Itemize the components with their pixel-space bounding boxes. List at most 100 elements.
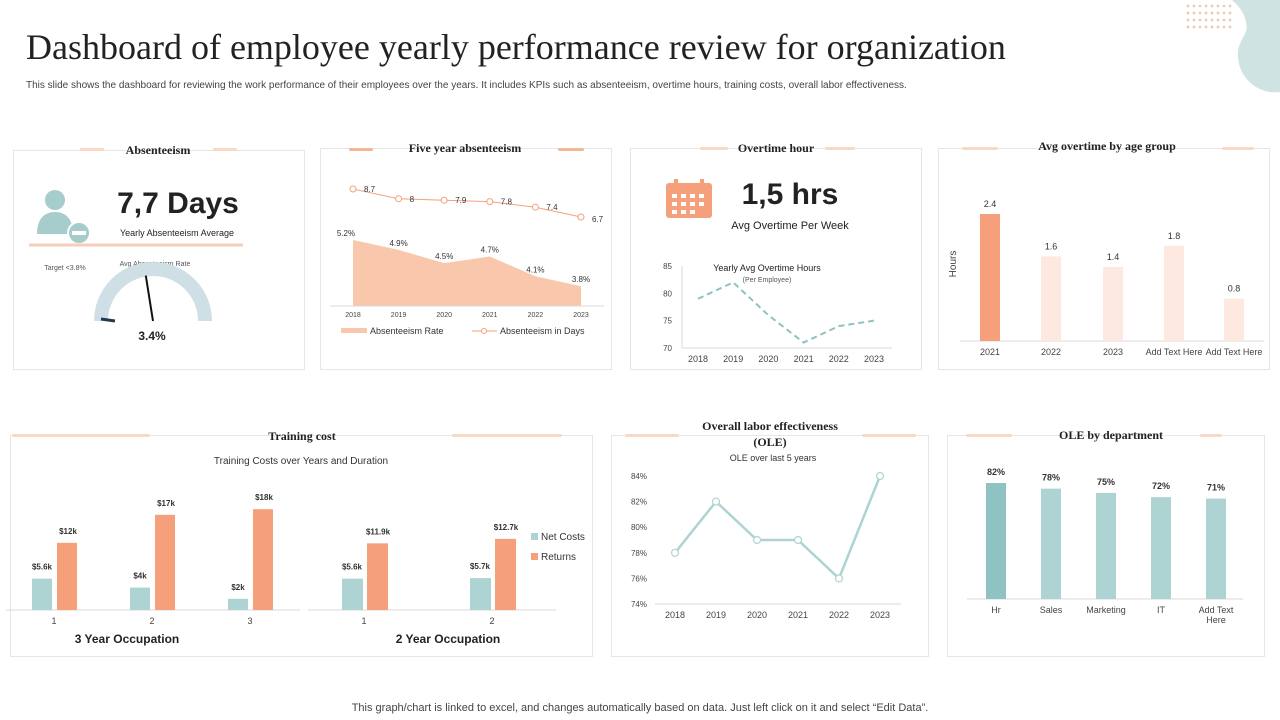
y-tick-label: 80% bbox=[631, 523, 647, 532]
bar-data-label: 82% bbox=[987, 467, 1005, 477]
y-tick-label: 85 bbox=[663, 262, 672, 271]
training-chart: Training Costs over Years and Duration $5… bbox=[6, 456, 585, 646]
ole-title-abbr: (OLE) bbox=[753, 435, 787, 449]
ole-point bbox=[793, 535, 803, 545]
calendar-icon bbox=[666, 179, 712, 218]
title-deco bbox=[80, 148, 104, 151]
x-tick-label: 3 bbox=[247, 616, 252, 626]
x-tick-label: Marketing bbox=[1086, 605, 1126, 615]
bar-data-label: 78% bbox=[1042, 473, 1060, 483]
bar-data-label: 71% bbox=[1207, 483, 1225, 493]
x-tick-label: 2022 bbox=[528, 312, 544, 319]
gauge-needle bbox=[144, 275, 154, 322]
returns-bar bbox=[367, 543, 388, 610]
y-tick-label: 80 bbox=[663, 289, 672, 298]
x-tick-label: 2023 bbox=[573, 312, 589, 319]
bar-data-label: 1.4 bbox=[1107, 252, 1120, 262]
overtime-chart-title: Yearly Avg Overtime Hours bbox=[713, 263, 821, 273]
title-deco bbox=[12, 434, 150, 437]
y-tick-label: 82% bbox=[631, 498, 647, 507]
days-point bbox=[531, 203, 539, 211]
returns-bar bbox=[57, 542, 77, 610]
overtime-widget: 1,5 hrs Avg Overtime Per Week Yearly Avg… bbox=[663, 178, 892, 364]
net-data-label: $5.7k bbox=[470, 562, 491, 571]
x-tick-label: 2019 bbox=[391, 312, 407, 319]
page-subtitle: This slide shows the dashboard for revie… bbox=[26, 80, 907, 91]
title-deco bbox=[1200, 434, 1222, 437]
page-title: Dashboard of employee yearly performance… bbox=[26, 27, 1006, 67]
net-cost-bar bbox=[470, 578, 491, 610]
x-tick-label: 2021 bbox=[794, 354, 814, 364]
x-tick-label: 2019 bbox=[723, 354, 743, 364]
age-group-chart: 2.4 2021 1.6 2022 1.4 2023 1.8 Add Text Here 0.8… bbox=[948, 199, 1264, 357]
days-data-label: 6.7 bbox=[592, 215, 604, 224]
net-cost-bar bbox=[342, 578, 363, 610]
bar-data-label: 75% bbox=[1097, 477, 1115, 487]
age-bar bbox=[1164, 245, 1184, 341]
days-data-label: 8.7 bbox=[364, 185, 376, 194]
y-tick-label: 74% bbox=[631, 600, 647, 609]
legend-rate-label: Absenteeism Rate bbox=[370, 326, 444, 336]
days-point bbox=[440, 196, 448, 204]
absenteeism-rate-area bbox=[353, 240, 581, 306]
absenteeism-card bbox=[13, 150, 305, 370]
x-tick-label: Add Text bbox=[1199, 605, 1234, 615]
five-year-title: Five year absenteeism bbox=[408, 141, 522, 155]
x-tick-label: 2023 bbox=[870, 610, 890, 620]
gauge-arc bbox=[94, 262, 212, 322]
age-bar bbox=[1103, 266, 1123, 341]
overtime-line bbox=[697, 281, 875, 344]
x-tick-label: 2022 bbox=[829, 354, 849, 364]
age-group-title: Avg overtime by age group bbox=[1038, 139, 1176, 153]
absenteeism-title: Absenteeism bbox=[125, 143, 191, 157]
ole-dept-title: OLE by department bbox=[1058, 428, 1163, 442]
x-tick-label: 2023 bbox=[864, 354, 884, 364]
title-deco bbox=[862, 434, 916, 437]
days-line bbox=[352, 188, 582, 218]
returns-bar bbox=[495, 538, 516, 610]
age-bar bbox=[980, 214, 1000, 341]
legend-days-label: Absenteeism in Days bbox=[500, 326, 585, 336]
ole-line bbox=[674, 475, 882, 581]
x-tick-label: 2018 bbox=[688, 354, 708, 364]
absenteeism-caption: Yearly Absenteeism Average bbox=[120, 228, 234, 238]
x-tick-label: 1 bbox=[361, 616, 366, 626]
net-data-label: $5.6k bbox=[342, 563, 363, 572]
absenteeism-days: 7,7 Days bbox=[117, 187, 239, 220]
days-point bbox=[486, 198, 494, 206]
absenteeism-widget: 7,7 Days Yearly Absenteeism Average Targ… bbox=[29, 187, 243, 343]
ole-point bbox=[711, 497, 721, 506]
rate-data-label: 4.1% bbox=[526, 265, 544, 274]
x-tick-label: 2018 bbox=[345, 312, 361, 319]
gauge-value: 3.4% bbox=[138, 329, 166, 343]
x-tick-label: 2021 bbox=[482, 312, 498, 319]
ole-dept-chart: 82% 78% 75% 72% 71% Hr Sales Marketing IT Add Tex… bbox=[967, 467, 1243, 625]
legend-net-label: Net Costs bbox=[541, 532, 585, 543]
legend-days-marker bbox=[481, 328, 487, 334]
returns-data-label: $17k bbox=[157, 499, 175, 508]
ole-point bbox=[834, 574, 844, 583]
title-deco bbox=[1222, 147, 1254, 150]
title-deco bbox=[558, 148, 584, 151]
net-cost-bar bbox=[32, 578, 52, 610]
title-deco bbox=[349, 148, 373, 151]
net-data-label: $2k bbox=[231, 583, 245, 592]
legend-net-swatch bbox=[531, 533, 538, 540]
x-tick-label: 2020 bbox=[436, 312, 452, 319]
y-tick-label: 70 bbox=[663, 344, 672, 353]
x-tick-label: Sales bbox=[1040, 605, 1063, 615]
corner-decoration bbox=[1186, 0, 1280, 93]
x-tick-label: 2019 bbox=[706, 610, 726, 620]
y-tick-label: 75 bbox=[663, 317, 672, 326]
title-deco bbox=[213, 148, 237, 151]
legend-rate-swatch bbox=[341, 328, 367, 333]
title-deco bbox=[700, 147, 728, 150]
x-tick-label: 2023 bbox=[1103, 347, 1123, 357]
x-tick-label: Here bbox=[1206, 615, 1226, 625]
title-deco bbox=[625, 434, 679, 437]
y-tick-label: 76% bbox=[631, 574, 647, 583]
returns-data-label: $11.9k bbox=[366, 527, 391, 536]
ole-chart-title: OLE over last 5 years bbox=[730, 453, 817, 463]
x-tick-label: Hr bbox=[991, 605, 1001, 615]
bar-data-label: 1.6 bbox=[1045, 241, 1058, 251]
